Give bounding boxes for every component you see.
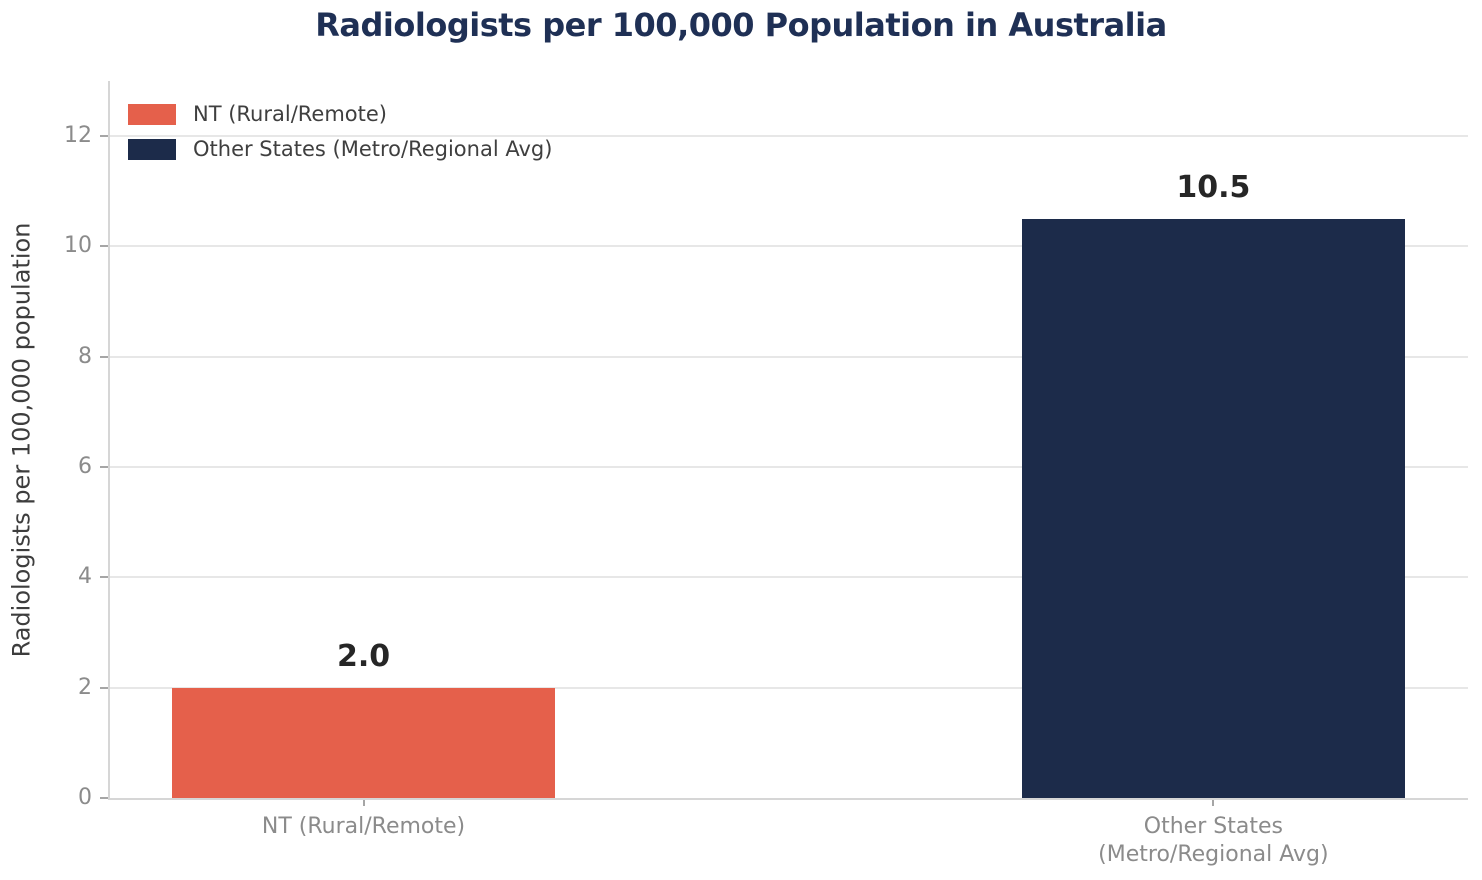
bar-value-label: 10.5 xyxy=(1176,169,1251,205)
y-tick-label: 4 xyxy=(78,564,92,590)
bar-value-label: 2.0 xyxy=(336,638,391,674)
y-tick-label: 12 xyxy=(64,123,92,149)
y-tick-mark xyxy=(100,245,108,248)
x-tick-label: NT (Rural/Remote) xyxy=(261,814,466,839)
gridline xyxy=(110,576,1468,579)
gridline xyxy=(110,245,1468,248)
y-tick-label: 0 xyxy=(78,785,92,810)
y-tick-mark xyxy=(100,576,108,579)
x-tick-mark xyxy=(362,800,365,806)
plot-area: NT (Rural/Remote) Other States (Metro/Re… xyxy=(64,81,1468,867)
x-tick-mark xyxy=(1212,800,1215,806)
y-tick-mark xyxy=(100,797,108,799)
bar xyxy=(172,687,555,798)
gridline xyxy=(110,686,1468,689)
legend-entry-nt: NT (Rural/Remote) xyxy=(128,102,552,126)
chart-title: Radiologists per 100,000 Population in A… xyxy=(315,6,1167,44)
y-axis-label: Radiologists per 100,000 population xyxy=(7,222,36,658)
legend-swatch xyxy=(128,138,176,160)
gridline xyxy=(110,135,1468,138)
legend-label: NT (Rural/Remote) xyxy=(193,102,387,126)
y-tick-mark xyxy=(100,355,108,358)
y-tick-label: 2 xyxy=(78,674,92,700)
gridline xyxy=(110,466,1468,469)
y-tick-label: 10 xyxy=(64,233,92,259)
legend-label: Other States (Metro/Regional Avg) xyxy=(193,137,553,161)
x-axis-spine xyxy=(108,798,1468,800)
y-tick-label: 8 xyxy=(78,343,92,369)
y-tick-mark xyxy=(100,466,108,469)
legend-swatch xyxy=(128,103,176,125)
bar xyxy=(1021,218,1405,798)
y-tick-mark xyxy=(100,135,108,138)
x-tick-label: Other States (Metro/Regional Avg) xyxy=(1098,814,1329,867)
y-tick-label: 6 xyxy=(78,454,92,480)
y-tick-mark xyxy=(100,686,108,689)
legend-entry-other-states: Other States (Metro/Regional Avg) xyxy=(128,137,553,161)
gridline xyxy=(110,355,1468,358)
legend: NT (Rural/Remote) Other States (Metro/Re… xyxy=(128,102,553,161)
y-axis-spine xyxy=(108,81,110,800)
